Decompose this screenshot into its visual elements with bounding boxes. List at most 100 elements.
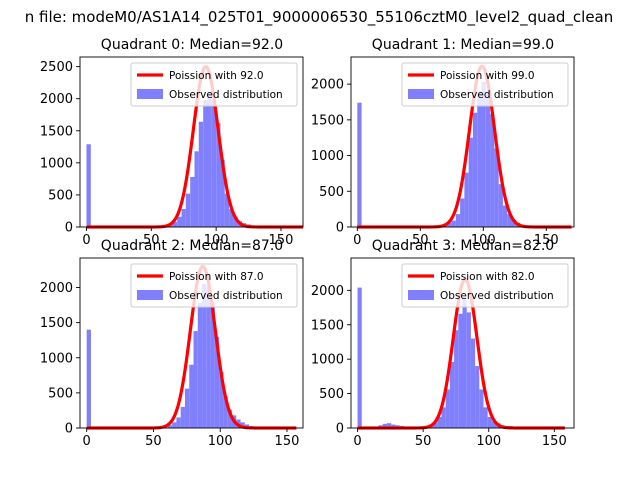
quadrant-1-histogram-bar-12 [485, 91, 491, 227]
quadrant-0-histogram-bar-11 [211, 99, 217, 227]
quadrant-1-legend-poisson: Poission with 99.0 [440, 70, 535, 82]
quadrant-2-histogram-bar-15 [227, 409, 232, 428]
quadrant-3-xtick-label-150: 150 [542, 434, 567, 449]
quadrant-2-histogram-bar-10 [206, 286, 211, 428]
quadrant-3-histogram-bar-21 [479, 389, 484, 428]
quadrant-1-ytick-label-0: 0 [336, 221, 344, 236]
quadrant-1-histogram-bar-5 [455, 214, 461, 227]
quadrant-1-axes-frame [350, 56, 575, 228]
quadrant-2-histogram-bar-11 [210, 302, 215, 428]
figure-title: n file: modeM0/AS1A14_025T01_9000006530_… [25, 8, 614, 27]
quadrant-3-xtick-label-50: 50 [415, 434, 432, 449]
quadrant-0-histogram-bar-9 [203, 99, 208, 227]
quadrant-2-axes-frame [79, 257, 304, 429]
quadrant-0-ytick-label-1500: 1500 [40, 124, 73, 139]
quadrant-0-legend: Poission with 92.0 Observed distribution [130, 62, 298, 107]
quadrant-2-histogram-bar-3 [176, 417, 181, 428]
quadrant-0-histogram-bar-15 [229, 209, 234, 227]
quadrant-3-histogram-bar-15 [454, 330, 459, 428]
quadrant-1-histogram-bar-7 [464, 172, 469, 227]
quadrant-1-histogram-bar-18 [511, 219, 516, 227]
quadrant-3-histogram-bar-4 [391, 424, 396, 428]
quadrant-2-legend: Poission with 87.0 Observed distribution [130, 263, 298, 308]
quadrant-3-histogram-bar-2 [382, 423, 387, 428]
quadrant-1-ytick-label-500: 500 [319, 185, 344, 200]
quadrant-0-legend-bar-swatch [137, 89, 163, 99]
quadrant-0-histogram-bar-8 [198, 121, 204, 227]
quadrant-3-histogram-bar-17 [462, 297, 467, 428]
quadrant-3-bars [357, 287, 522, 428]
quadrant-3-title: Quadrant 3: Median=82.0 [372, 238, 554, 254]
quadrant-3-histogram-bar-0 [357, 287, 362, 428]
quadrant-2-ytick-label-2000: 2000 [40, 281, 73, 296]
quadrant-1-histogram-bar-14 [494, 148, 499, 227]
quadrant-3-histogram-bar-16 [458, 313, 463, 428]
quadrant-3-ytick-label-0: 0 [336, 422, 344, 437]
quadrant-0-histogram-bar-12 [216, 123, 221, 227]
quadrant-0-xtick-label-100: 100 [204, 233, 229, 248]
quadrant-0-xtick-label-150: 150 [269, 233, 294, 248]
quadrant-2-histogram-bar-5 [184, 388, 190, 428]
quadrant-1-legend-bar-swatch [408, 89, 434, 99]
quadrant-0-histogram-bar-16 [233, 216, 238, 227]
quadrant-1-histogram-bar-16 [502, 205, 508, 227]
quadrant-0-histogram-bar-0 [86, 144, 91, 227]
quadrant-0-histogram-bar-7 [194, 151, 199, 227]
quadrant-3-legend-poisson: Poission with 82.0 [440, 271, 535, 283]
quadrant-2-legend-poisson: Poission with 87.0 [169, 271, 264, 283]
quadrant-1-histogram-bar-0 [357, 102, 362, 227]
quadrant-0-ytick-label-1000: 1000 [40, 156, 73, 171]
quadrant-0-xtick-label-0: 0 [82, 233, 90, 248]
quadrant-1-histogram-bar-15 [498, 184, 503, 227]
quadrant-1-histogram-bar-17 [507, 214, 512, 227]
quadrant-1-legend: Poission with 99.0 Observed distribution [401, 62, 569, 107]
quadrant-3-histogram-bar-19 [470, 338, 476, 428]
quadrant-0-histogram-bar-14 [224, 193, 230, 227]
quadrant-0-histogram-bar-6 [190, 176, 195, 227]
quadrant-2-histogram-bar-12 [214, 336, 220, 428]
quadrant-3-histogram-bar-23 [487, 416, 492, 428]
quadrant-1-histogram-bar-4 [451, 220, 456, 227]
quadrant-2-histogram-bar-6 [189, 364, 194, 428]
quadrant-3-legend-bar-swatch [408, 290, 434, 300]
quadrant-3-histogram-bar-3 [386, 423, 392, 428]
quadrant-0-histogram-bar-4 [181, 209, 186, 227]
quadrant-2-histogram-bar-7 [193, 331, 198, 428]
quadrant-2-xtick-label-50: 50 [145, 434, 162, 449]
quadrant-1-xtick-label-50: 50 [412, 233, 429, 248]
quadrant-0-ytick-label-2000: 2000 [40, 92, 73, 107]
quadrant-1-title: Quadrant 1: Median=99.0 [372, 37, 554, 53]
quadrant-1-histogram-bar-9 [472, 112, 478, 227]
quadrant-1-ytick-label-1500: 1500 [311, 113, 344, 128]
quadrant-1-histogram-bar-3 [447, 222, 452, 227]
quadrant-0-histogram-bar-10 [207, 92, 212, 227]
quadrant-1-xtick-label-100: 100 [471, 233, 496, 248]
quadrant-0-panel: Quadrant 0: Median=92.0 0 50 100 1500500100… [40, 37, 304, 248]
quadrant-3-ytick-label-2000: 2000 [311, 284, 344, 299]
quadrant-1-ytick-label-1000: 1000 [311, 149, 344, 164]
quadrant-1-histogram-bar-11 [481, 82, 486, 227]
quadrant-1-histogram-bar-10 [477, 91, 482, 227]
quadrant-2-histogram-bar-4 [180, 406, 185, 428]
quadrant-0-bars [86, 92, 255, 227]
quadrant-2-ytick-label-500: 500 [48, 386, 73, 401]
quadrant-2-histogram-bar-18 [240, 422, 245, 428]
quadrant-0-histogram-bar-5 [185, 193, 191, 227]
quadrant-2-histogram-bar-0 [86, 329, 91, 428]
quadrant-0-axes-frame [79, 56, 304, 228]
quadrant-2-ytick-label-1000: 1000 [40, 351, 73, 366]
quadrant-1-xtick-label-150: 150 [534, 233, 559, 248]
quadrant-1-histogram-bar-8 [468, 137, 473, 227]
quadrant-0-ytick-label-500: 500 [48, 188, 73, 203]
quadrant-1-legend-box [401, 62, 569, 107]
quadrant-2-legend-box [130, 263, 298, 308]
quadrant-0-ytick-label-2500: 2500 [40, 60, 73, 75]
quadrant-0-legend-poisson: Poission with 92.0 [169, 70, 264, 82]
quadrant-2-histogram-bar-9 [202, 283, 207, 428]
quadrant-3-ytick-label-500: 500 [319, 387, 344, 402]
